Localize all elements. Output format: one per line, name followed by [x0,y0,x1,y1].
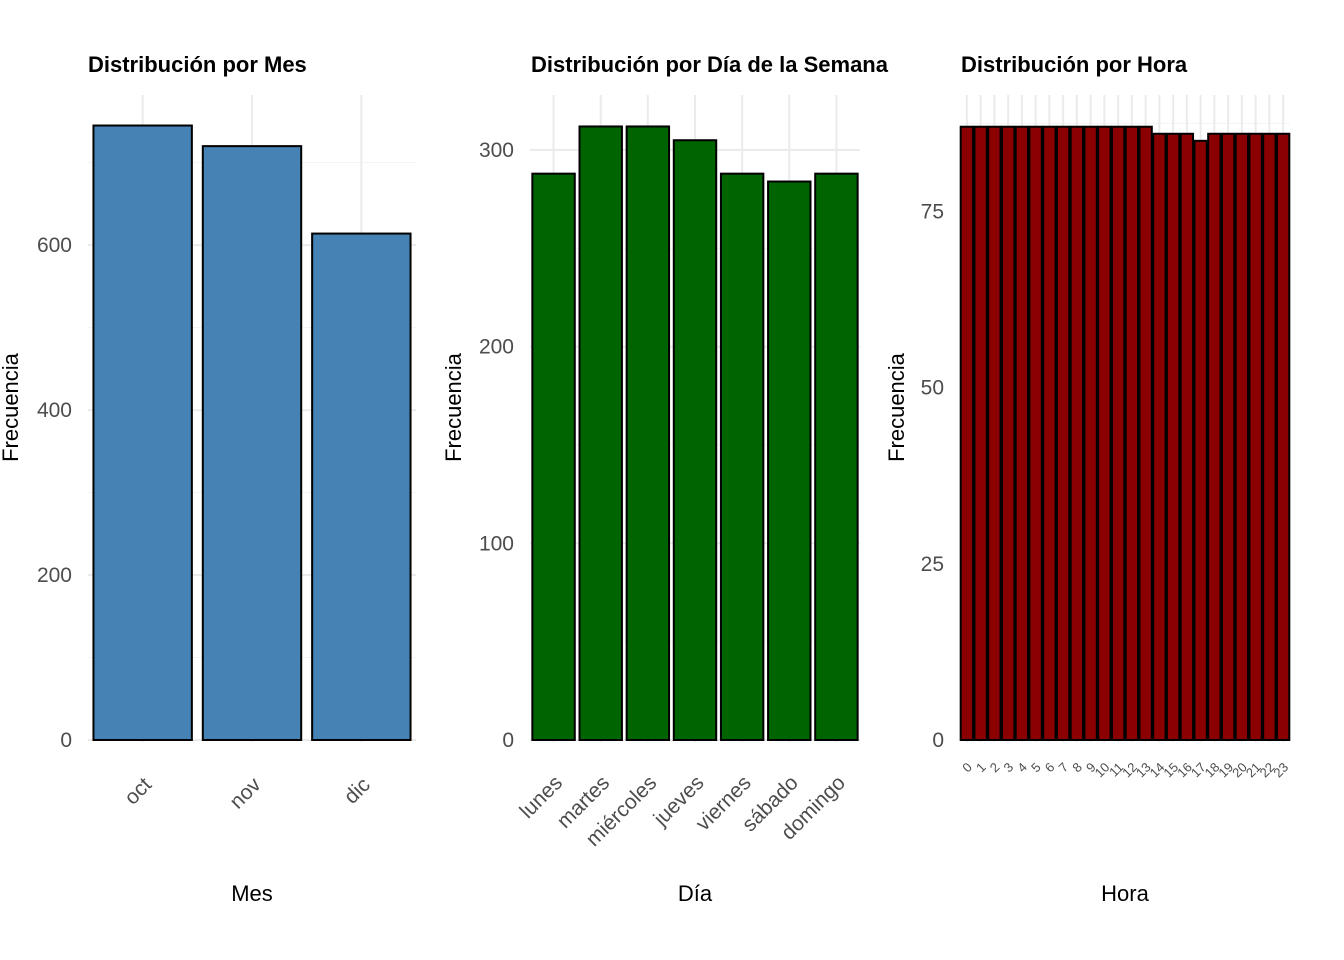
bar-3 [1000,125,1016,741]
bar-17 [1193,139,1208,741]
bar-15 [1165,132,1181,741]
x-tick-label: dic [340,773,375,808]
bar-4 [1014,125,1030,741]
bar-martes [578,125,623,741]
bar-12 [1124,125,1140,741]
bar-1 [973,125,988,741]
bar-7 [1055,125,1071,741]
chart-panel-1: 0 200 400 600 oct nov dic Distribución por Mes F… [0,52,416,906]
y-tick-label: 50 [921,377,944,400]
bar-8 [1069,125,1085,741]
y-tick-label: 200 [479,336,514,359]
y-tick-label: 0 [502,729,514,752]
y-tick-label: 400 [37,399,72,422]
bar-miércoles [625,125,671,741]
bar-13 [1138,125,1153,741]
chart-title: Distribución por Hora [961,52,1188,77]
x-tick-label: 4 [1014,760,1030,776]
x-tick-label: 0 [959,760,975,776]
bar-6 [1042,125,1057,741]
y-tick-label: 200 [37,564,72,587]
x-tick-label: 1 [973,760,989,776]
x-tick-label: nov [225,773,266,814]
bar-dic [311,232,412,741]
x-tick-label: 7 [1056,760,1072,776]
bar-sábado [767,180,812,741]
bar-domingo [814,172,859,742]
y-tick-label: 100 [479,532,514,555]
bar-5 [1028,125,1043,741]
x-axis-title: Mes [231,881,273,906]
x-axis-title: Hora [1101,881,1149,906]
bar-22 [1262,132,1277,741]
bar-lunes [531,172,576,742]
bar-23 [1275,132,1291,741]
x-tick-label: 2 [987,760,1003,776]
x-tick-label: 3 [1001,760,1017,776]
y-axis-title: Frecuencia [884,352,909,462]
y-tick-label: 300 [479,139,514,162]
bar-16 [1179,132,1195,741]
bar-19 [1220,132,1236,741]
y-tick-label: 75 [921,200,944,223]
x-tick-label: 23 [1270,760,1291,781]
bar-10 [1097,125,1112,741]
bar-2 [987,125,1002,741]
x-axis-title: Día [678,881,713,906]
y-tick-label: 25 [921,553,944,576]
y-tick-label: 0 [60,729,72,752]
x-tick-label: 8 [1069,760,1085,776]
x-tick-label: 5 [1028,760,1044,776]
bar-21 [1248,132,1263,741]
chart-panel-2: 0100200300lunesmartesmiércolesjuevesvier… [441,52,889,906]
bar-14 [1152,132,1167,741]
bar-nov [201,145,303,741]
x-tick-label: 6 [1042,760,1058,776]
bar-9 [1083,125,1098,741]
bar-0 [959,125,975,741]
chart-panel-3: 0255075012345678910111213141516171819202… [884,52,1291,906]
y-axis-title: Frecuencia [0,352,23,462]
bar-11 [1110,125,1126,741]
y-tick-label: 600 [37,234,72,257]
chart-title: Distribución por Mes [88,52,307,77]
y-tick-label: 0 [932,729,944,752]
bar-jueves [672,139,718,742]
x-tick-label: oct [120,773,156,809]
bar-oct [92,124,193,742]
chart-title: Distribución por Día de la Semana [531,52,889,77]
bar-18 [1207,132,1222,741]
bar-20 [1234,132,1250,741]
y-axis-title: Frecuencia [441,352,466,462]
bar-viernes [719,172,765,742]
